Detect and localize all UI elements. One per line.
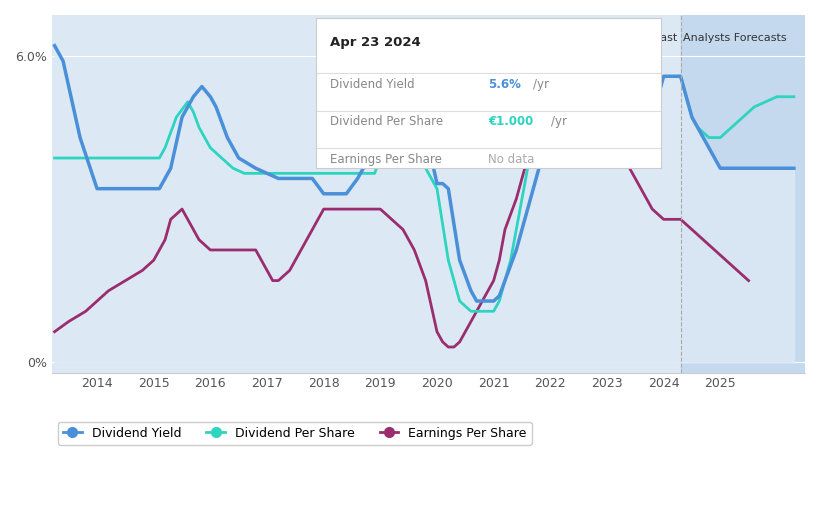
- Text: Dividend Per Share: Dividend Per Share: [330, 115, 443, 128]
- Text: /yr: /yr: [551, 115, 566, 128]
- Text: No data: No data: [488, 152, 534, 166]
- Text: €1.000: €1.000: [488, 115, 534, 128]
- Bar: [681, 15, 805, 372]
- Text: 5.6%: 5.6%: [488, 78, 521, 91]
- Text: Apr 23 2024: Apr 23 2024: [330, 36, 420, 49]
- Text: Analysts Forecasts: Analysts Forecasts: [683, 33, 787, 43]
- Text: /yr: /yr: [534, 78, 549, 91]
- Text: Dividend Yield: Dividend Yield: [330, 78, 415, 91]
- Text: Earnings Per Share: Earnings Per Share: [330, 152, 442, 166]
- Text: Past: Past: [654, 33, 678, 43]
- Legend: Dividend Yield, Dividend Per Share, Earnings Per Share: Dividend Yield, Dividend Per Share, Earn…: [58, 422, 532, 445]
